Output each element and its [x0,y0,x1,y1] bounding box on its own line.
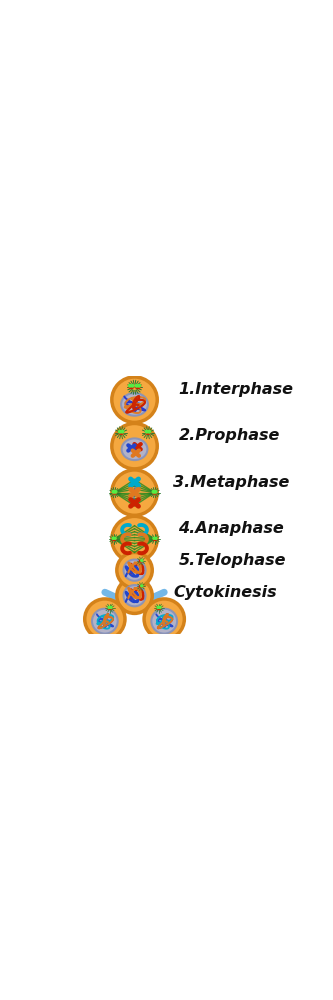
Circle shape [121,430,124,433]
Circle shape [148,430,151,433]
Ellipse shape [113,491,117,494]
Circle shape [117,578,152,613]
Circle shape [112,537,114,539]
Ellipse shape [124,585,146,606]
Text: 1.Interphase: 1.Interphase [178,382,293,397]
Circle shape [146,430,148,433]
Ellipse shape [108,607,112,609]
Text: 5.Telophase: 5.Telophase [178,553,286,568]
Ellipse shape [151,609,177,634]
Ellipse shape [157,607,161,609]
Circle shape [85,599,125,639]
Ellipse shape [112,538,116,540]
Ellipse shape [146,431,150,434]
Circle shape [114,537,116,539]
Circle shape [114,491,117,493]
Text: 2.Prophase: 2.Prophase [178,428,280,443]
Circle shape [112,423,157,469]
Circle shape [138,384,141,387]
Circle shape [141,559,143,561]
Ellipse shape [92,609,118,634]
Text: 3.Metaphase: 3.Metaphase [173,475,290,490]
Circle shape [159,606,161,608]
Circle shape [155,537,157,539]
Ellipse shape [122,438,148,460]
Circle shape [152,491,155,493]
Ellipse shape [124,560,146,581]
Circle shape [129,384,131,387]
Circle shape [119,430,121,433]
Circle shape [112,377,157,422]
Ellipse shape [129,385,134,388]
Circle shape [110,606,112,608]
Ellipse shape [153,538,157,540]
Ellipse shape [135,385,141,388]
Circle shape [112,516,157,562]
Circle shape [117,552,152,588]
Text: Cytokinesis: Cytokinesis [173,585,277,600]
Ellipse shape [153,491,157,494]
Circle shape [153,537,155,539]
Circle shape [131,384,134,387]
Ellipse shape [121,393,148,416]
Circle shape [135,384,138,387]
Circle shape [144,599,184,639]
Ellipse shape [140,560,143,562]
Text: 4.Anaphase: 4.Anaphase [178,521,284,536]
Circle shape [108,606,110,608]
Circle shape [112,491,115,493]
Ellipse shape [119,431,124,434]
Circle shape [141,585,143,587]
Ellipse shape [140,585,143,588]
Circle shape [157,606,159,608]
Circle shape [154,491,157,493]
Circle shape [112,470,157,515]
